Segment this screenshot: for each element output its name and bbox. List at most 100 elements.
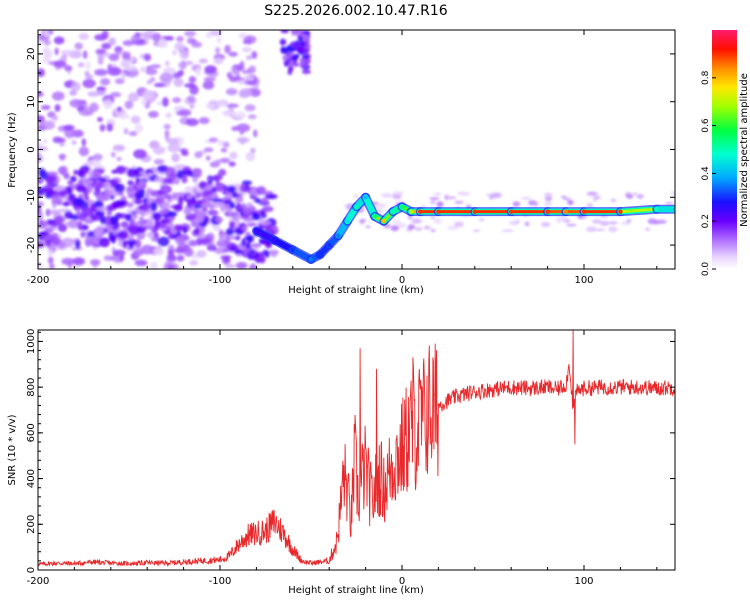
spectrogram-x-tick-label: -200 (27, 275, 50, 286)
tone-track-point (509, 209, 514, 214)
spectrogram-blob (142, 89, 156, 100)
spectrogram-blob (213, 57, 224, 65)
spectrogram-blob (54, 104, 61, 112)
tone-track-point (345, 219, 350, 224)
spectrogram-blob (135, 239, 142, 249)
spectrogram-blob (54, 185, 65, 191)
spectrogram-blob (67, 180, 74, 186)
spectrogram-blob (183, 225, 188, 234)
spectrogram-blob (201, 201, 211, 208)
tone-track-point (317, 252, 323, 257)
spectrogram-blob (407, 224, 416, 230)
spectrogram-blob (38, 178, 44, 184)
spectrogram-blob (122, 40, 135, 46)
colorbar-tick-label: 0.2 (701, 214, 711, 228)
spectrogram-blob (240, 183, 247, 190)
spectrogram-blob (66, 219, 80, 229)
spectrogram-blob (206, 177, 212, 182)
spectrogram-blob (248, 65, 257, 74)
spectrogram-y-label: Frequency (Hz) (7, 112, 18, 188)
spectrogram-blob (96, 86, 107, 91)
spectrogram-blob (222, 247, 229, 253)
colorbar-ticks: 0.0 0.2 0.4 0.6 0.8 (701, 70, 716, 276)
colorbar-tick-label: 0.8 (701, 70, 711, 85)
spectrogram-blob (43, 235, 54, 240)
spectrogram-blob (148, 172, 153, 178)
spectrogram-blob (46, 180, 55, 191)
snr-y-label: SNR (10 * v/v) (7, 414, 18, 485)
spectrogram-x-label: Height of straight line (km) (288, 285, 424, 296)
spectrogram-blob (251, 243, 262, 248)
spectrogram-blob (127, 180, 134, 186)
spectrogram-blob (241, 69, 250, 75)
spectrogram-blob (141, 97, 147, 106)
spectrogram-blob (121, 71, 126, 81)
spectrogram-blob (216, 36, 222, 43)
spectrogram-blob (43, 40, 52, 45)
spectrogram-tone-track (251, 192, 675, 264)
spectrogram-blob (175, 235, 185, 245)
spectrogram-blob (153, 82, 166, 88)
snr-panel: -200 -100 0 100 0 200 400 600 800 1000 Height of… (7, 329, 676, 596)
spectrogram-blob (78, 32, 89, 41)
spectrogram-blob (38, 240, 45, 249)
spectrogram-blob (228, 208, 233, 216)
tone-track-point (581, 209, 587, 214)
spectrogram-blob (198, 58, 208, 64)
spectrogram-blob (241, 47, 253, 53)
spectrogram-blob (228, 75, 240, 82)
snr-y-ticks: 0 200 400 600 800 1000 (26, 329, 675, 573)
spectrogram-blob (229, 201, 236, 209)
spectrogram-blob (154, 222, 160, 232)
snr-x-tick-label: -200 (27, 576, 50, 587)
spectrogram-blob (39, 219, 44, 227)
tone-track-point (354, 204, 359, 210)
spectrogram-blob (171, 153, 180, 163)
spectrogram-blob (429, 197, 440, 200)
spectrogram-blob (66, 185, 72, 195)
spectrogram-blob (45, 208, 51, 217)
spectrogram-blob (377, 209, 383, 213)
spectrogram-blob (303, 44, 312, 49)
snr-x-tick-label: 0 (399, 576, 405, 587)
spectrogram-blob (521, 196, 531, 200)
spectrogram-blob (235, 202, 242, 212)
spectrogram-blob (203, 189, 214, 197)
spectrogram-blob (179, 49, 190, 60)
spectrogram-blob (290, 55, 298, 61)
spectrogram-blob (171, 192, 177, 201)
spectrogram-blob (302, 58, 312, 64)
spectrogram-blob (139, 216, 144, 221)
spectrogram-blob (106, 123, 114, 132)
spectrogram-blob (214, 159, 221, 165)
spectrogram-blob (94, 68, 108, 77)
spectrogram-blob (48, 209, 61, 215)
tone-track-point (290, 247, 295, 253)
spectrogram-blob (161, 177, 173, 184)
spectrogram-blob (625, 192, 632, 198)
spectrogram-y-tick-label: -20 (26, 237, 37, 253)
spectrogram-blob (241, 238, 246, 247)
spectrogram-blob (116, 200, 125, 207)
spectrogram-blob (171, 97, 182, 103)
spectrogram-blob (127, 92, 140, 102)
spectrogram-blob (390, 225, 399, 232)
spectrogram-blob (140, 66, 146, 73)
spectrogram-blob (242, 247, 248, 257)
spectrogram-blob (515, 219, 520, 224)
spectrogram-blob (101, 42, 112, 50)
spectrogram-blob (99, 124, 106, 132)
spectrogram-blob (265, 193, 278, 200)
spectrogram-blob (228, 51, 238, 57)
spectrogram-blob (460, 192, 471, 196)
spectrogram-blob (620, 221, 630, 225)
snr-y-tick-label: 1000 (26, 329, 37, 354)
spectrogram-blob (594, 195, 601, 200)
spectrogram-blob (198, 117, 210, 125)
spectrogram-blob (186, 194, 193, 199)
spectrogram-blob (205, 32, 213, 39)
spectrogram-blob (242, 207, 253, 214)
spectrogram-blob (262, 220, 271, 225)
spectrogram-blob (353, 194, 359, 199)
spectrogram-y-tick-label: -10 (26, 189, 37, 205)
